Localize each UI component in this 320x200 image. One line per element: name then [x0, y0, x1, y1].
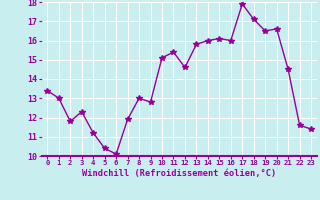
X-axis label: Windchill (Refroidissement éolien,°C): Windchill (Refroidissement éolien,°C) [82, 169, 276, 178]
